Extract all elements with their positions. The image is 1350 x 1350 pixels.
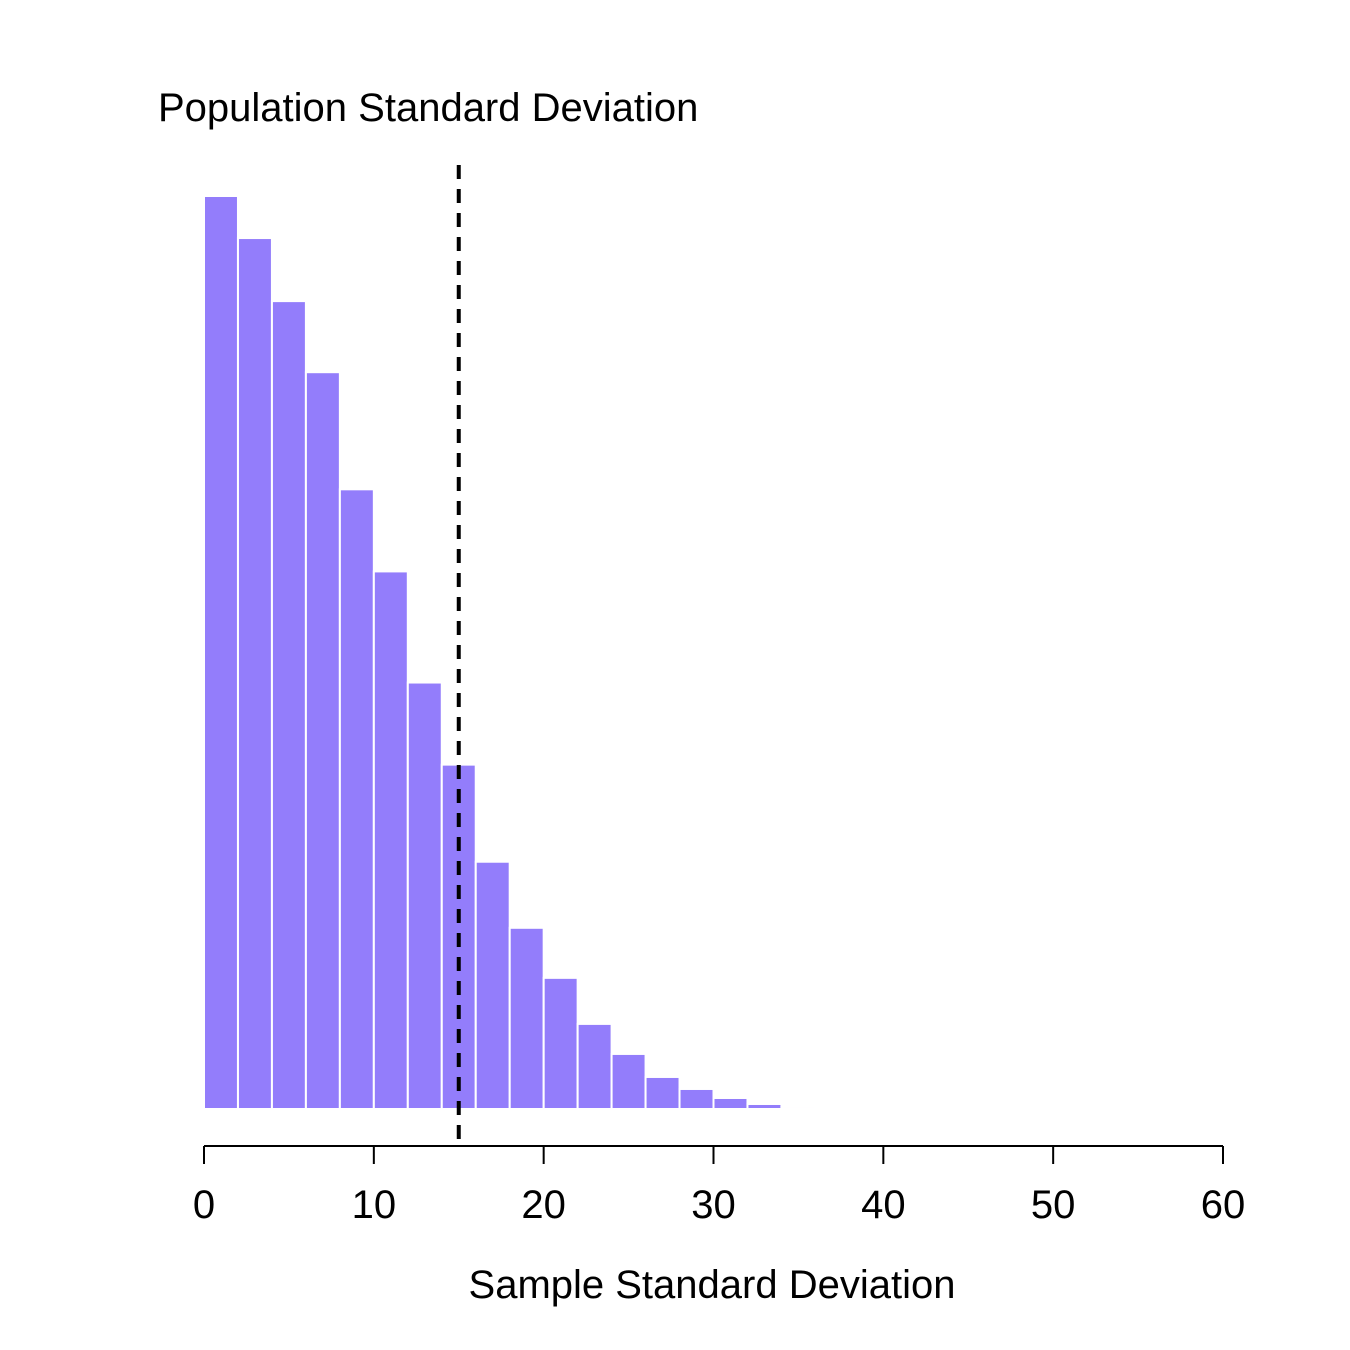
chart-title: Population Standard Deviation — [158, 86, 698, 130]
histogram-bar — [508, 926, 545, 1110]
x-tick-label: 30 — [691, 1183, 736, 1227]
histogram-bar — [542, 976, 579, 1111]
histogram-bar — [712, 1096, 749, 1110]
histogram-bar — [644, 1075, 681, 1111]
histogram-bar — [270, 300, 307, 1111]
histogram-bar — [814, 1106, 851, 1110]
histogram-bar — [780, 1105, 817, 1110]
histogram-bars — [203, 195, 851, 1111]
histogram-bar — [372, 570, 409, 1110]
histogram-bar — [203, 195, 239, 1110]
x-axis: 0 10 20 30 40 50 60 — [193, 1145, 1246, 1227]
x-tick-label: 0 — [193, 1183, 215, 1227]
x-tick-label: 50 — [1031, 1183, 1076, 1227]
histogram-bar — [746, 1102, 783, 1110]
histogram-bar — [576, 1022, 613, 1110]
x-tick-label: 60 — [1201, 1183, 1246, 1227]
histogram-bar — [678, 1087, 715, 1110]
histogram-bar — [304, 371, 341, 1110]
histogram-bar — [338, 488, 375, 1110]
histogram-bar — [474, 860, 511, 1111]
histogram-bar — [406, 681, 443, 1110]
x-axis-label: Sample Standard Deviation — [469, 1263, 956, 1307]
histogram-bar — [236, 237, 273, 1110]
histogram-bar — [610, 1052, 647, 1111]
x-tick-label: 10 — [352, 1183, 397, 1227]
x-tick-label: 40 — [861, 1183, 906, 1227]
x-tick-label: 20 — [521, 1183, 566, 1227]
